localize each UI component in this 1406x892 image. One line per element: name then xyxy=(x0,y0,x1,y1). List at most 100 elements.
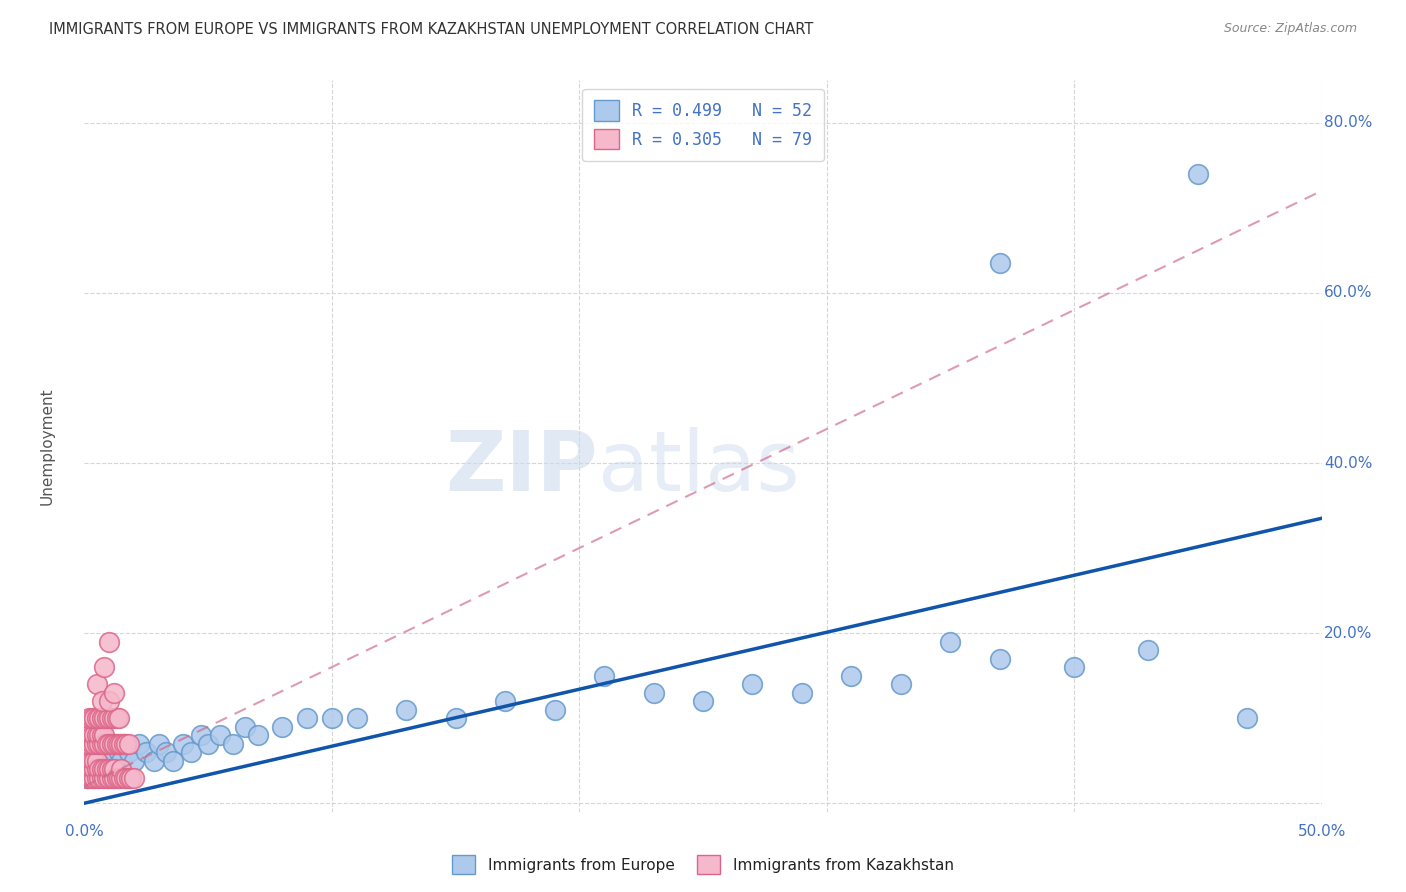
Text: Unemployment: Unemployment xyxy=(39,387,55,505)
Text: 50.0%: 50.0% xyxy=(1298,824,1346,839)
Point xyxy=(103,686,125,700)
Point xyxy=(93,762,115,776)
Point xyxy=(76,771,98,785)
Point xyxy=(93,711,115,725)
Point xyxy=(86,754,108,768)
Point xyxy=(80,728,103,742)
Point xyxy=(271,720,294,734)
Point xyxy=(246,728,269,742)
Point xyxy=(1187,167,1209,181)
Point xyxy=(96,771,118,785)
Point xyxy=(100,737,122,751)
Point xyxy=(110,754,132,768)
Point xyxy=(100,771,122,785)
Point xyxy=(110,737,132,751)
Point xyxy=(76,754,98,768)
Text: IMMIGRANTS FROM EUROPE VS IMMIGRANTS FROM KAZAKHSTAN UNEMPLOYMENT CORRELATION CH: IMMIGRANTS FROM EUROPE VS IMMIGRANTS FRO… xyxy=(49,22,814,37)
Point xyxy=(122,754,145,768)
Point xyxy=(79,762,101,776)
Point xyxy=(89,737,111,751)
Point xyxy=(89,762,111,776)
Text: 40.0%: 40.0% xyxy=(1324,456,1372,470)
Point xyxy=(93,771,115,785)
Point xyxy=(103,771,125,785)
Point xyxy=(79,745,101,759)
Point xyxy=(103,745,125,759)
Legend: Immigrants from Europe, Immigrants from Kazakhstan: Immigrants from Europe, Immigrants from … xyxy=(446,849,960,880)
Point xyxy=(128,737,150,751)
Point xyxy=(741,677,763,691)
Point xyxy=(118,745,141,759)
Text: Source: ZipAtlas.com: Source: ZipAtlas.com xyxy=(1223,22,1357,36)
Point xyxy=(939,634,962,648)
Point xyxy=(108,771,131,785)
Point xyxy=(105,771,128,785)
Point xyxy=(76,745,98,759)
Point xyxy=(148,737,170,751)
Point xyxy=(93,728,115,742)
Text: 0.0%: 0.0% xyxy=(65,824,104,839)
Point xyxy=(90,694,112,708)
Point xyxy=(83,754,105,768)
Text: ZIP: ZIP xyxy=(446,427,598,508)
Point xyxy=(80,762,103,776)
Point xyxy=(135,745,157,759)
Point xyxy=(155,745,177,759)
Point xyxy=(120,771,142,785)
Point xyxy=(96,737,118,751)
Point xyxy=(395,703,418,717)
Point xyxy=(222,737,245,751)
Point xyxy=(295,711,318,725)
Point xyxy=(100,762,122,776)
Point xyxy=(346,711,368,725)
Point xyxy=(172,737,194,751)
Point xyxy=(80,762,103,776)
Point xyxy=(841,668,863,682)
Point xyxy=(108,737,131,751)
Point xyxy=(83,711,105,725)
Point xyxy=(110,762,132,776)
Point xyxy=(80,711,103,725)
Point xyxy=(83,771,105,785)
Point xyxy=(593,668,616,682)
Point xyxy=(79,737,101,751)
Point xyxy=(105,762,128,776)
Point xyxy=(103,711,125,725)
Point xyxy=(86,762,108,776)
Point xyxy=(190,728,212,742)
Point xyxy=(98,762,121,776)
Point xyxy=(89,771,111,785)
Text: 80.0%: 80.0% xyxy=(1324,115,1372,130)
Point xyxy=(98,737,121,751)
Point xyxy=(98,737,121,751)
Point xyxy=(98,634,121,648)
Point xyxy=(90,737,112,751)
Point xyxy=(1063,660,1085,674)
Point xyxy=(83,737,105,751)
Point xyxy=(90,728,112,742)
Point xyxy=(86,771,108,785)
Point xyxy=(118,737,141,751)
Point xyxy=(93,660,115,674)
Point xyxy=(86,677,108,691)
Point xyxy=(89,737,111,751)
Point xyxy=(80,754,103,768)
Point xyxy=(79,771,101,785)
Point xyxy=(103,762,125,776)
Point xyxy=(83,728,105,742)
Point xyxy=(80,771,103,785)
Point xyxy=(100,754,122,768)
Point xyxy=(988,256,1011,270)
Point xyxy=(108,745,131,759)
Point xyxy=(790,686,813,700)
Point xyxy=(93,737,115,751)
Point xyxy=(79,728,101,742)
Point xyxy=(105,711,128,725)
Point xyxy=(98,694,121,708)
Point xyxy=(76,728,98,742)
Point xyxy=(90,771,112,785)
Point xyxy=(162,754,184,768)
Point xyxy=(83,762,105,776)
Point xyxy=(79,754,101,768)
Point xyxy=(209,728,232,742)
